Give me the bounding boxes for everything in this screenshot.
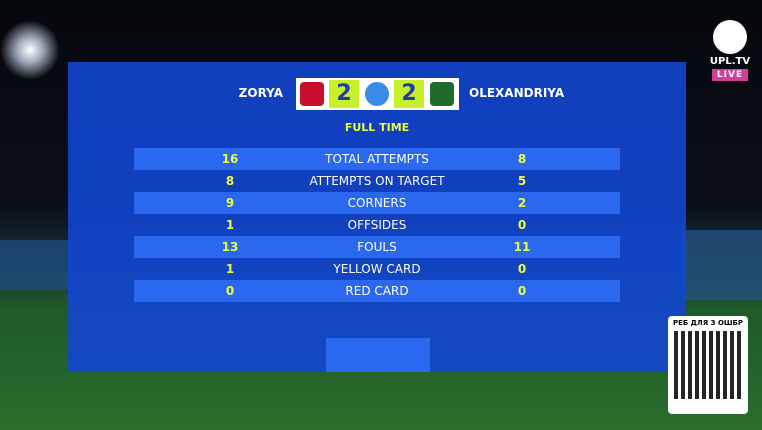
match-status: FULL TIME: [344, 121, 410, 134]
away-value: 0: [517, 284, 527, 298]
away-value: 5: [517, 174, 527, 188]
stat-row: 1 OFFSIDES 0: [134, 214, 620, 236]
home-value: 0: [225, 284, 235, 298]
league-logo: [365, 82, 389, 106]
home-value: 16: [221, 152, 239, 166]
qr-caption: РЕБ ДЛЯ З ОШБР: [672, 319, 744, 327]
qr-card: РЕБ ДЛЯ З ОШБР: [668, 316, 748, 414]
home-crest: [300, 82, 324, 106]
logo-ball: [713, 20, 747, 54]
stat-label: TOTAL ATTEMPTS: [325, 152, 429, 166]
away-score: 2: [394, 80, 424, 108]
stat-row: 8 ATTEMPTS ON TARGET 5: [134, 170, 620, 192]
away-value: 0: [517, 218, 527, 232]
stand: [0, 240, 70, 290]
home-score: 2: [329, 80, 359, 108]
stat-row: 13 FOULS 11: [134, 236, 620, 258]
home-team: ZORYA: [238, 86, 283, 100]
broadcaster-logo: UPL.TV LIVE: [708, 20, 752, 81]
stand: [682, 230, 762, 300]
home-value: 8: [225, 174, 235, 188]
stat-label: CORNERS: [347, 196, 407, 210]
floodlight: [0, 20, 60, 80]
home-value: 13: [221, 240, 239, 254]
away-team: OLEXANDRIYA: [469, 86, 565, 100]
stat-label: OFFSIDES: [347, 218, 407, 232]
stat-label: ATTEMPTS ON TARGET: [309, 174, 445, 188]
stats-panel: [68, 62, 686, 372]
panel-tab: [326, 338, 430, 372]
away-value: 8: [517, 152, 527, 166]
home-value: 9: [225, 196, 235, 210]
stat-label: RED CARD: [345, 284, 409, 298]
stat-label: YELLOW CARD: [333, 262, 421, 276]
qr-code: [674, 331, 742, 399]
away-value: 0: [517, 262, 527, 276]
stat-row: 0 RED CARD 0: [134, 280, 620, 302]
live-badge: LIVE: [712, 69, 748, 81]
broadcaster-name: UPL.TV: [709, 56, 751, 67]
stat-label: FOULS: [357, 240, 397, 254]
home-value: 1: [225, 262, 235, 276]
stat-row: 1 YELLOW CARD 0: [134, 258, 620, 280]
away-value: 11: [513, 240, 531, 254]
stat-row: 9 CORNERS 2: [134, 192, 620, 214]
stat-row: 16 TOTAL ATTEMPTS 8: [134, 148, 620, 170]
home-value: 1: [225, 218, 235, 232]
away-value: 2: [517, 196, 527, 210]
away-crest: [430, 82, 454, 106]
scoreboard: 2 2: [296, 78, 459, 110]
